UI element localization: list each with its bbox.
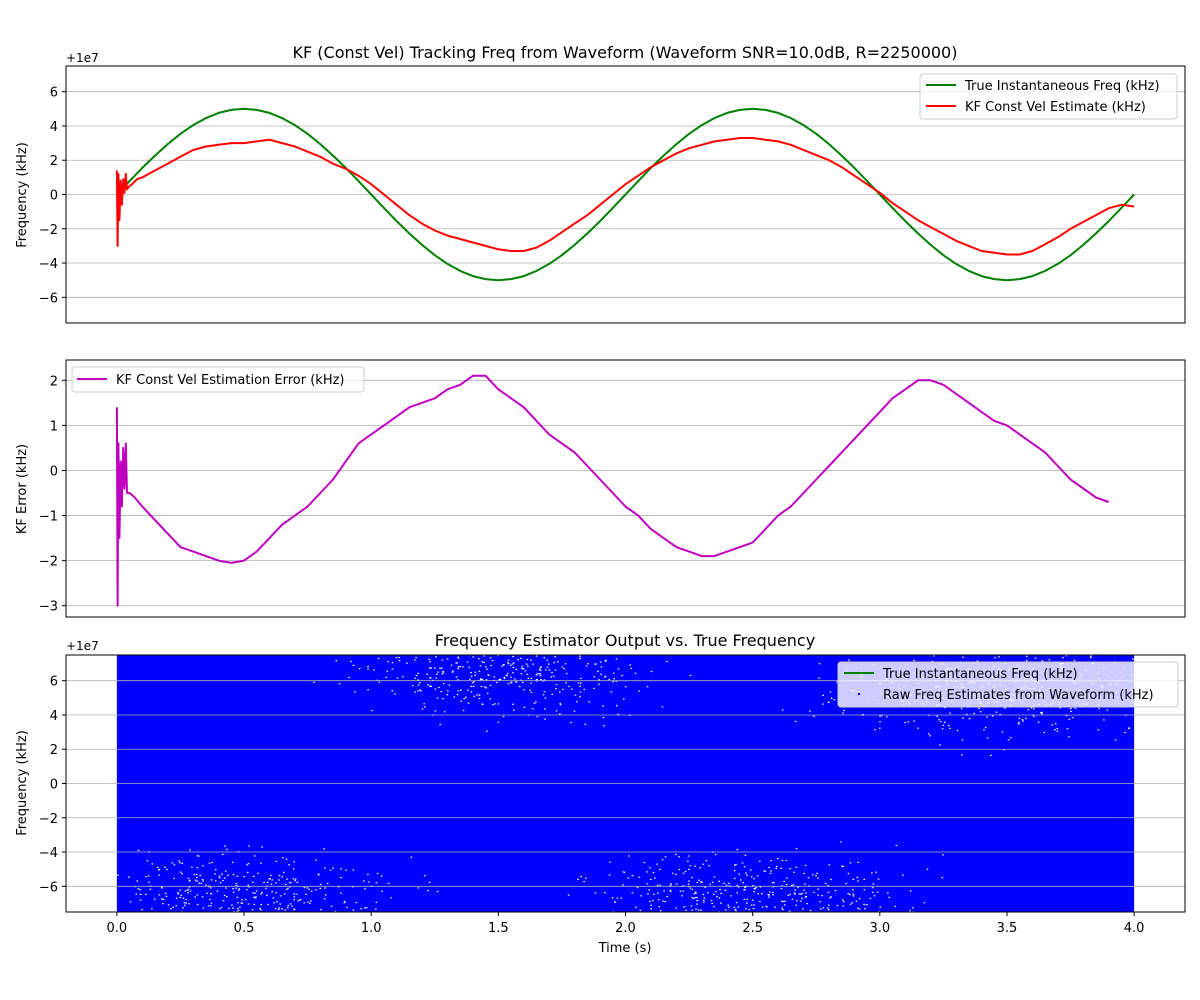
x-tick-label: 0.5 (234, 921, 255, 936)
panel-1-y-ticks: −6 −4 −2 0 2 4 6 (39, 86, 66, 306)
y-tick-label: 4 (50, 120, 58, 135)
series-kf-estimate (115, 137, 1135, 256)
legend-label-raw-estimates: Raw Freq Estimates from Waveform (kHz) (883, 688, 1154, 703)
x-tick-label: 3.5 (997, 921, 1018, 936)
y-tick-label: 0 (50, 464, 58, 479)
series-true-freq (116, 107, 1135, 282)
panel-3-x-ticks: 0.0 0.5 1.0 1.5 2.0 2.5 3.0 3.5 4.0 (107, 912, 1145, 936)
panel-1-title: KF (Const Vel) Tracking Freq from Wavefo… (293, 43, 958, 62)
y-tick-label: 0 (50, 189, 58, 204)
panel-1-legend-box (919, 73, 1178, 120)
panel-2-ylabel: KF Error (kHz) (15, 444, 30, 534)
x-tick-label: 2.0 (615, 921, 636, 936)
y-tick-label: −6 (39, 291, 58, 306)
y-tick-label: 2 (50, 743, 58, 758)
y-tick-label: −4 (39, 846, 58, 861)
panel-2-legend-box (71, 366, 365, 393)
legend-label-true-freq: True Instantaneous Freq (kHz) (964, 79, 1160, 94)
y-tick-label: 2 (50, 154, 58, 169)
panel-1-ylabel: Frequency (kHz) (15, 142, 30, 248)
y-tick-label: 6 (50, 86, 58, 101)
legend-label-kf-estimate: KF Const Vel Estimate (kHz) (965, 100, 1146, 115)
panel-3-offset-label: +1e7 (66, 639, 99, 653)
x-tick-label: 1.0 (361, 921, 382, 936)
panel-raw-estimates: Frequency Estimator Output vs. True Freq… (15, 631, 1186, 956)
y-tick-label: 1 (50, 419, 58, 434)
y-tick-label: 0 (50, 778, 58, 793)
x-tick-label: 3.0 (869, 921, 890, 936)
legend-label-kf-error: KF Const Vel Estimation Error (kHz) (116, 373, 344, 388)
y-tick-label: −6 (39, 880, 58, 895)
y-tick-label: −2 (39, 555, 58, 570)
panel-2-frame (65, 359, 1186, 618)
legend-swatch-raw-estimates (857, 692, 861, 696)
panel-1-offset-label: +1e7 (66, 51, 99, 65)
panel-2-grid (66, 379, 1185, 607)
panel-3-legend-box (837, 661, 1179, 708)
y-tick-label: −4 (39, 257, 58, 272)
panel-2-y-ticks: −3 −2 −1 0 1 2 (39, 374, 66, 615)
panel-1-series (115, 107, 1135, 282)
panel-3-legend: True Instantaneous Freq (kHz) Raw Freq E… (837, 661, 1179, 708)
series-kf-error (115, 374, 1110, 607)
y-tick-label: −1 (39, 510, 58, 525)
panel-2-series (115, 374, 1110, 607)
y-tick-label: 4 (50, 709, 58, 724)
panel-3-title: Frequency Estimator Output vs. True Freq… (435, 631, 815, 650)
y-tick-label: −2 (39, 223, 58, 238)
panel-kf-error: −3 −2 −1 0 1 2 KF Error (kHz) KF Const Vel Es… (15, 359, 1186, 618)
x-tick-label: 1.5 (488, 921, 509, 936)
x-tick-label: 2.5 (742, 921, 763, 936)
y-tick-label: −3 (39, 600, 58, 615)
y-tick-label: 2 (50, 374, 58, 389)
legend-label-true-freq-3: True Instantaneous Freq (kHz) (882, 667, 1078, 682)
panel-2-legend: KF Const Vel Estimation Error (kHz) (71, 366, 365, 393)
y-tick-label: 6 (50, 675, 58, 690)
x-tick-label: 4.0 (1124, 921, 1145, 936)
x-tick-label: 0.0 (107, 921, 128, 936)
panel-1-grid (66, 91, 1185, 298)
panel-3-ylabel: Frequency (kHz) (15, 730, 30, 836)
panel-3-xlabel: Time (s) (598, 941, 652, 956)
y-tick-label: −2 (39, 812, 58, 827)
panel-kf-tracking: KF (Const Vel) Tracking Freq from Wavefo… (15, 43, 1186, 324)
panel-1-legend: True Instantaneous Freq (kHz) KF Const V… (919, 73, 1178, 120)
panel-3-y-ticks: −6 −4 −2 0 2 4 6 (39, 675, 66, 895)
